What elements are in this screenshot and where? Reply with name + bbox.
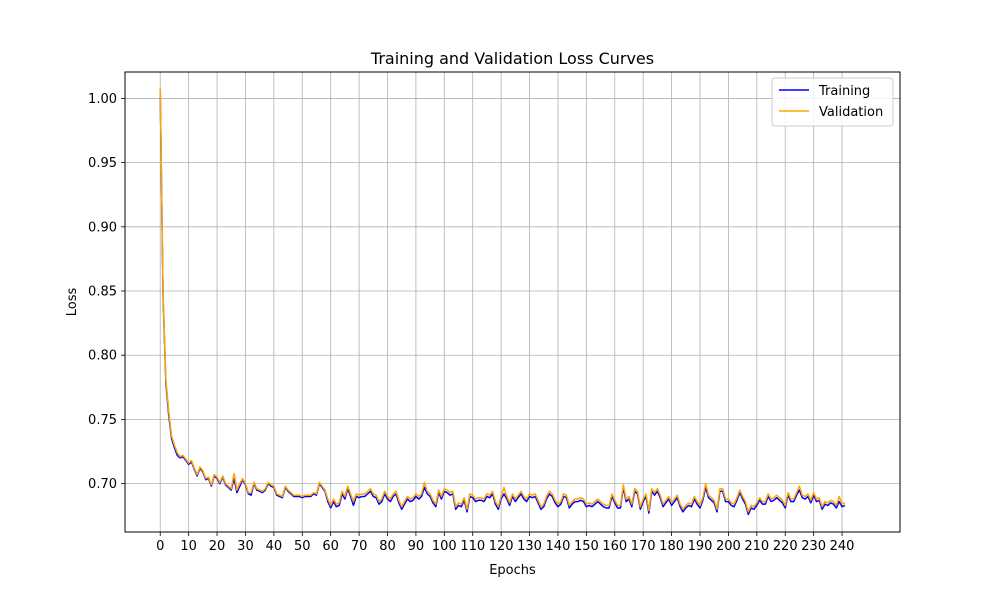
- x-tick-label: 110: [460, 539, 485, 554]
- x-tick-label: 210: [744, 539, 769, 554]
- x-tick-label: 90: [408, 539, 425, 554]
- x-tick-label: 30: [237, 539, 254, 554]
- y-tick-label: 0.85: [88, 285, 117, 300]
- x-tick-label: 230: [801, 539, 826, 554]
- x-tick-label: 20: [209, 539, 226, 554]
- x-tick-label: 50: [294, 539, 311, 554]
- x-tick-label: 190: [688, 539, 713, 554]
- x-tick-label: 80: [379, 539, 396, 554]
- y-axis-ticks: 0.70 0.75 0.80 0.85 0.90 0.95 1.00: [88, 92, 125, 492]
- y-axis-label: Loss: [65, 288, 80, 317]
- x-tick-label: 240: [830, 539, 855, 554]
- x-tick-label: 200: [716, 539, 741, 554]
- x-tick-label: 150: [574, 539, 599, 554]
- series-lines: [159, 88, 846, 516]
- x-tick-label: 180: [659, 539, 684, 554]
- x-tick-label: 0: [156, 539, 164, 554]
- y-tick-label: 0.95: [88, 156, 117, 171]
- x-tick-label: 40: [266, 539, 283, 554]
- x-tick-label: 160: [602, 539, 627, 554]
- legend: Training Validation: [771, 77, 894, 127]
- legend-label-validation: Validation: [819, 105, 883, 120]
- x-tick-label: 170: [631, 539, 656, 554]
- x-tick-label: 10: [180, 539, 197, 554]
- x-axis-ticks: 0 10 20 30 40 50 60 70 80 90 100 110 120 130 140 150 160…: [156, 532, 854, 554]
- plot-area-frame: [124, 71, 901, 533]
- series-line-validation: [159, 88, 846, 513]
- grid-lines: [125, 72, 900, 532]
- y-tick-label: 0.70: [88, 477, 117, 492]
- y-tick-label: 0.75: [88, 413, 117, 428]
- y-tick-label: 1.00: [88, 92, 117, 107]
- x-tick-label: 130: [517, 539, 542, 554]
- x-tick-label: 120: [489, 539, 514, 554]
- x-tick-label: 60: [322, 539, 339, 554]
- x-tick-label: 100: [432, 539, 457, 554]
- x-tick-label: 220: [773, 539, 798, 554]
- chart-title: Training and Validation Loss Curves: [370, 49, 654, 68]
- x-tick-label: 70: [351, 539, 368, 554]
- y-tick-label: 0.80: [88, 349, 117, 364]
- y-tick-label: 0.90: [88, 220, 117, 235]
- x-axis-label: Epochs: [489, 563, 536, 578]
- legend-label-training: Training: [818, 84, 870, 99]
- x-tick-label: 140: [546, 539, 571, 554]
